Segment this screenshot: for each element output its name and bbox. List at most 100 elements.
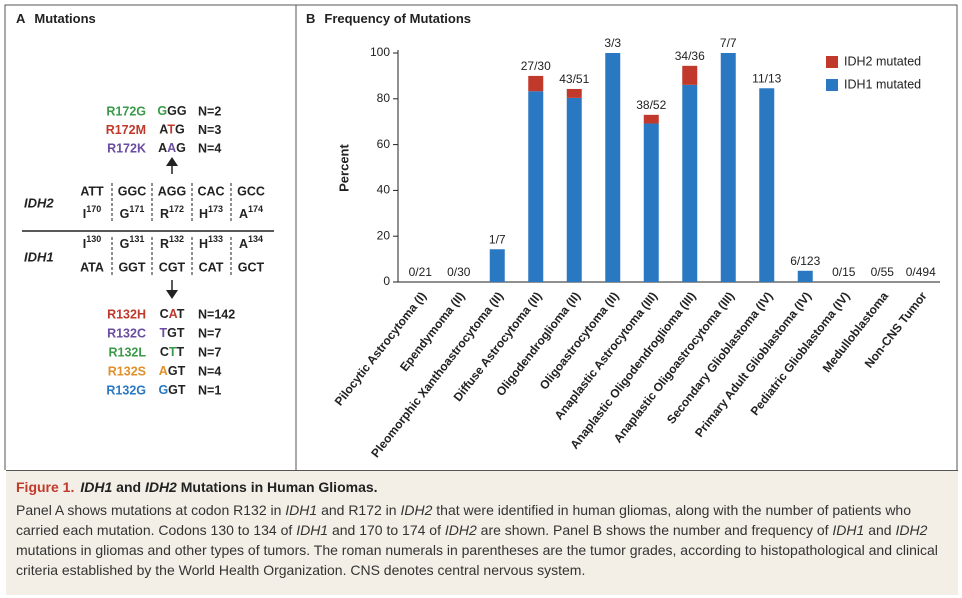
panel-title: Mutations xyxy=(34,11,95,26)
residue-pos: 132 xyxy=(169,234,184,244)
codon-base: G xyxy=(168,383,178,397)
bar-label: 1/7 xyxy=(489,232,506,246)
residue: R132 xyxy=(160,234,184,251)
caption-text: Panel A shows mutations at codon R132 in xyxy=(16,502,286,518)
patient-count: N=1 xyxy=(198,383,221,397)
codon-base: A xyxy=(167,141,176,155)
codon-base: A xyxy=(159,123,168,137)
bar xyxy=(682,84,698,283)
residue-aa: G xyxy=(120,237,130,251)
bar xyxy=(720,53,736,282)
bar xyxy=(759,88,775,283)
frame xyxy=(4,4,958,470)
bar-label: 0/30 xyxy=(447,265,471,279)
codon: GGC xyxy=(118,184,146,198)
arrow-head xyxy=(166,157,178,166)
arrow-head xyxy=(166,290,178,299)
y-axis-label: Percent xyxy=(336,143,351,191)
codon: ATA xyxy=(80,260,104,274)
caption-text: IDH1 xyxy=(832,522,865,538)
caption-text: and xyxy=(864,522,896,538)
y-tick-label: 100 xyxy=(370,45,390,59)
panel-label: B xyxy=(306,11,315,26)
codon-base: G xyxy=(177,104,187,118)
codon-base: T xyxy=(177,307,185,321)
codon-base: C xyxy=(160,345,169,359)
codon-base: G xyxy=(167,326,177,340)
mutation-name: R132G xyxy=(106,383,146,397)
caption-text: IDH2 xyxy=(400,502,433,518)
y-tick-label: 20 xyxy=(377,228,391,242)
chart-title: Frequency of Mutations xyxy=(324,11,471,26)
residue-pos: 170 xyxy=(86,204,101,214)
panel-label: A xyxy=(16,11,26,26)
bar-label: 0/55 xyxy=(871,265,895,279)
bar-label: 0/15 xyxy=(832,265,856,279)
panel-a-title: A Mutations xyxy=(16,11,96,26)
caption-body: Panel A shows mutations at codon R132 in… xyxy=(16,500,948,580)
bar xyxy=(566,97,582,282)
bar xyxy=(797,270,813,282)
mutant-codon: AAG xyxy=(158,141,186,155)
codon: ATT xyxy=(80,184,104,198)
mutation-name: R132H xyxy=(107,307,146,321)
caption-title-part: IDH2 xyxy=(144,479,177,495)
mutation-name: R132C xyxy=(107,326,146,340)
codon-base: G xyxy=(167,104,177,118)
residue-aa: I xyxy=(83,237,86,251)
codon-base: T xyxy=(177,326,185,340)
residue-pos: 131 xyxy=(129,234,144,244)
codon: AGG xyxy=(158,184,186,198)
residue-pos: 172 xyxy=(169,204,184,214)
codon-base: T xyxy=(167,123,175,137)
codon-base: G xyxy=(175,123,185,137)
patient-count: N=7 xyxy=(198,326,221,340)
codon-base: G xyxy=(176,141,186,155)
residue: A174 xyxy=(239,204,263,221)
codon-base: G xyxy=(158,383,168,397)
bar-label: 0/21 xyxy=(409,265,433,279)
patient-count: N=2 xyxy=(198,104,221,118)
caption-title-part: Mutations in Human Gliomas. xyxy=(176,479,378,495)
bar-label: 7/7 xyxy=(720,36,737,50)
bar xyxy=(605,53,621,282)
residue: G171 xyxy=(120,204,145,221)
caption-text: mutations in gliomas and other types of … xyxy=(16,542,938,578)
patient-count: N=7 xyxy=(198,345,221,359)
bar-label: 0/494 xyxy=(906,265,936,279)
figure: A Mutations B Frequency of Mutations Perce… xyxy=(4,4,958,470)
codon-base: G xyxy=(157,104,167,118)
caption-title-part: and xyxy=(112,479,145,495)
codon-base: T xyxy=(178,383,186,397)
residue-pos: 173 xyxy=(208,204,223,214)
residue: H133 xyxy=(199,234,223,251)
codon: GGT xyxy=(118,260,145,274)
gene-label: IDH1 xyxy=(24,249,54,264)
residue-pos: 130 xyxy=(86,234,101,244)
caption-text: are shown. Panel B shows the number and … xyxy=(476,522,833,538)
mutant-codon: GGT xyxy=(158,383,185,397)
caption-text: IDH2 xyxy=(444,522,477,538)
bar-label: 34/36 xyxy=(675,49,705,63)
mutant-codon: TGT xyxy=(159,326,184,340)
figure-label: Figure 1. xyxy=(16,479,75,495)
bar xyxy=(566,88,582,98)
mutant-codon: AGT xyxy=(159,364,186,378)
bar xyxy=(643,114,659,124)
y-tick-label: 0 xyxy=(383,274,390,288)
caption-text: and R172 in xyxy=(317,502,401,518)
codon: CAC xyxy=(197,184,224,198)
codon: GCC xyxy=(237,184,265,198)
bar xyxy=(682,65,698,85)
mutation-name: R172K xyxy=(107,141,146,155)
bar-label: 27/30 xyxy=(521,59,551,73)
residue-pos: 133 xyxy=(208,234,223,244)
bar xyxy=(643,123,659,282)
caption-title: Figure 1. IDH1 and IDH2 Mutations in Huma… xyxy=(16,477,948,497)
caption-text: and 170 to 174 of xyxy=(328,522,445,538)
patient-count: N=3 xyxy=(198,123,221,137)
residue: H173 xyxy=(199,204,223,221)
mutation-name: R172G xyxy=(106,104,146,118)
codon: GCT xyxy=(238,260,265,274)
panel-b-title: B Frequency of Mutations xyxy=(306,11,471,26)
